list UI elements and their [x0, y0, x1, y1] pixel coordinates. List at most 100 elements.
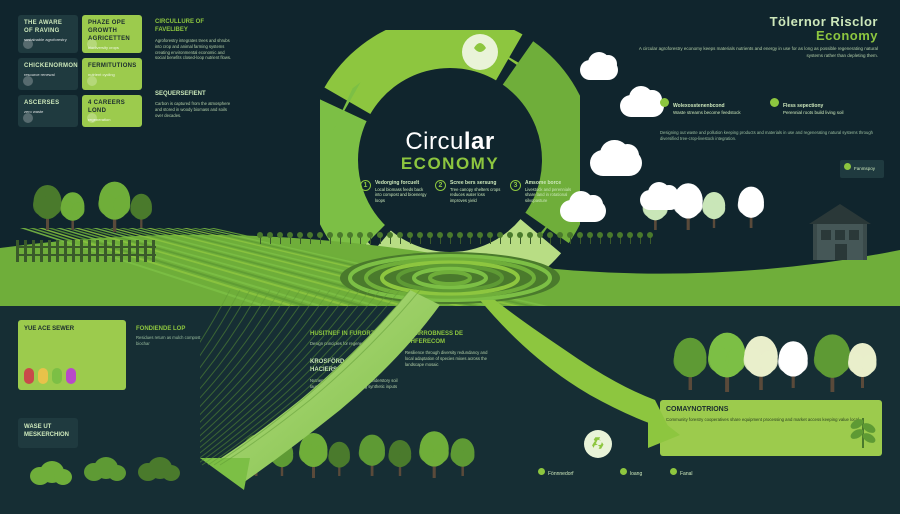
- title-line1: Circular: [360, 128, 540, 156]
- cloud-icon: [580, 60, 618, 80]
- info-card: Phaze ope growth agricettenbiodiversity …: [82, 15, 142, 53]
- tree-icon: [845, 338, 880, 388]
- bottom-panel: Fondiende LopResidues return as mulch co…: [130, 320, 210, 390]
- info-card: Chickenormonsresource renewal: [18, 58, 78, 90]
- lower-text-column: Husitnef in furorzsy Design principles fo…: [310, 330, 400, 352]
- bottom-panel: [136, 400, 186, 448]
- tree: [268, 436, 296, 476]
- tree-icon: [700, 188, 728, 228]
- shrub-icon: [30, 456, 72, 486]
- veg-icon: [52, 368, 62, 384]
- tree: [356, 430, 388, 476]
- bullet-number-icon: 1: [360, 180, 371, 191]
- text-column: Circullure of favelibeyAgroforestry inte…: [155, 18, 233, 66]
- tree: [700, 188, 728, 228]
- right-hdr-line2: Economy: [816, 28, 878, 43]
- cloud-icon: [620, 95, 664, 117]
- info-card: The aware of ravingsustainable agrofores…: [18, 15, 78, 53]
- tree: [845, 338, 880, 388]
- right-bullet-title: Wolexosstenenbcond: [673, 103, 725, 109]
- center-title: Circular Economy: [360, 128, 540, 174]
- bottom-panel: Yue ace sewer: [18, 320, 126, 390]
- feature-bullet: 1Vedorging forcueltLocal biomass feeds b…: [360, 180, 428, 204]
- veg-icon: [66, 368, 76, 384]
- tree: [448, 434, 477, 476]
- card-title: 4 Careers Lond: [88, 99, 137, 115]
- tree-icon: [326, 438, 353, 476]
- tree: [735, 182, 767, 228]
- panel-icons: [24, 368, 76, 384]
- cloud-icon: [590, 150, 642, 176]
- tree: [416, 426, 452, 478]
- card-icon: [23, 113, 33, 123]
- title-line2: Economy: [360, 154, 540, 174]
- lower-text-column: Frairrobness de whferecomResilience thro…: [405, 330, 495, 372]
- tree-icon: [448, 434, 477, 476]
- dot-icon: [660, 98, 669, 107]
- bullet-number-icon: 2: [435, 180, 446, 191]
- info-card: 4 Careers Londregeneration: [82, 95, 142, 127]
- col-body: Nutrients cycle between canopy understor…: [310, 378, 400, 396]
- footer-chip: loang: [620, 468, 642, 477]
- card-title: Fermitutions: [88, 62, 137, 70]
- tree-icon: [386, 436, 414, 476]
- chip-dot-icon: [538, 468, 545, 475]
- card-title: The aware of raving: [24, 19, 73, 35]
- bar-title: Comaynotrions: [666, 405, 876, 415]
- bar-body: Community forestry cooperatives share eq…: [666, 417, 876, 423]
- veg-icon: [38, 368, 48, 384]
- card-icon: [23, 76, 33, 86]
- card-title: Chickenormons: [24, 62, 73, 70]
- card-icon: [87, 39, 97, 49]
- badge-dot-icon: [844, 163, 851, 170]
- right-bullet-body: Waste streams become feedstock: [673, 110, 760, 116]
- infographic-canvas: The aware of ravingsustainable agrofores…: [0, 0, 900, 514]
- chip-dot-icon: [620, 468, 627, 475]
- footer-chip: Fanal: [670, 468, 693, 477]
- card-title: Ascerses: [24, 99, 73, 107]
- right-bullet-body: Perennial roots build living soil: [783, 110, 870, 116]
- panel-body: Residues return as mulch compost biochar: [136, 335, 204, 347]
- chip-dot-icon: [670, 468, 677, 475]
- bullet-body: Tree canopy shelters crops reduces water…: [450, 187, 503, 204]
- cloud-icon: [560, 200, 606, 222]
- right-badge: Fanmspoy: [840, 160, 884, 178]
- right-bullet: WolexosstenenbcondWaste streams become f…: [660, 98, 760, 116]
- shrub-icon: [138, 452, 180, 482]
- dot-icon: [770, 98, 779, 107]
- tree: [386, 436, 414, 476]
- bullet-title: Scree bers sersung: [450, 180, 503, 187]
- tree-icon: [268, 436, 296, 476]
- col-title: Frairrobness de whferecom: [405, 330, 495, 347]
- col-title: Krosförd tor haciersostis: [310, 358, 400, 375]
- card-icon: [23, 39, 33, 49]
- bottom-panel: [82, 400, 132, 448]
- right-hdr-body: A circular agroforestry economy keeps ma…: [638, 46, 878, 59]
- tree: [128, 190, 155, 228]
- bullet-title: Amsome borce: [525, 180, 578, 187]
- panel-title: Wase ut meskerchion: [24, 423, 72, 440]
- card-icon: [87, 113, 97, 123]
- tree-icon: [58, 188, 87, 230]
- bullet-body: Local biomass feeds back into compost an…: [375, 187, 428, 204]
- fence-icon: [16, 236, 156, 264]
- col-title: Husitnef in furorzsy: [310, 330, 400, 338]
- recycle-icon: [584, 430, 612, 458]
- tree-icon: [775, 336, 811, 388]
- info-card: Ascerseszero waste: [18, 95, 78, 127]
- col-body: Design principles for regenerative land …: [310, 341, 400, 347]
- tree: [775, 336, 811, 388]
- tree-icon: [735, 182, 767, 228]
- text-column: SequersefientCarbon is captured from the…: [155, 90, 233, 124]
- footer-chip: Fönnnedorf: [538, 468, 574, 477]
- right-body-text: Designing out waste and pollution keepin…: [660, 130, 880, 142]
- tree-icon: [128, 190, 155, 228]
- tree-icon: [416, 426, 452, 478]
- cloud-icon: [640, 190, 680, 210]
- right-header: Tölernor RisclorEconomy A circular agrof…: [638, 15, 878, 59]
- card-icon: [87, 76, 97, 86]
- panel-title: Yue ace sewer: [24, 325, 120, 333]
- right-bullet-title: Fless sepectiony: [783, 103, 823, 109]
- tree: [326, 438, 353, 476]
- farmhouse-icon: [805, 200, 875, 262]
